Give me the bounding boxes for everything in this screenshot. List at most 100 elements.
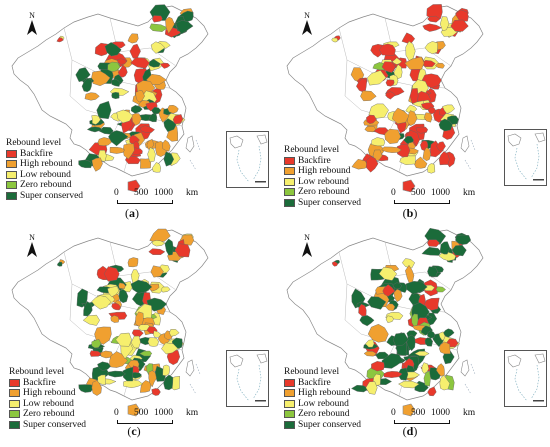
legend-item-zero-rebound: Zero rebound [6,180,83,191]
inset-boundary [236,145,262,183]
prefecture-region [385,303,396,311]
prefecture-region [131,329,144,338]
prefecture-region [439,341,451,355]
maritime-boundary [189,363,201,395]
prefecture-region [108,130,129,147]
scale-unit: km [463,188,476,198]
panel-caption: (c) [127,424,141,438]
prefecture-region [360,90,377,102]
prefecture-region [378,43,396,56]
legend-item-backfire: Backfire [284,378,361,389]
south-china-sea-inset [504,350,547,407]
prefecture-region [415,126,429,134]
hainan-island [127,179,141,193]
north-label: N [304,11,310,20]
prefecture-region [151,388,161,396]
prefecture-region [435,286,446,293]
maritime-boundary [464,363,476,395]
legend: Rebound level Backfire High rebound Low … [284,367,361,430]
prefecture-region [438,252,457,262]
legend-item-backfire: Backfire [6,149,83,160]
prefecture-region [450,19,469,32]
prefecture-region [438,151,450,166]
prefecture-region [331,37,338,43]
legend-swatch [284,399,295,408]
prefecture-region [163,374,174,391]
legend-item-low-rebound: Low rebound [6,170,83,181]
legend-swatch [9,399,20,408]
prefecture-region [427,15,441,23]
scale-tick: 500 [411,188,426,198]
prefecture-region [436,363,445,377]
prefecture-region [152,162,161,173]
prefecture-region [139,380,152,393]
prefecture-region [385,79,395,87]
prefecture-region [91,157,103,172]
scale-line [394,420,450,424]
scale-tick: 500 [411,408,426,418]
legend-title: Rebound level [284,367,340,377]
prefecture-region [427,163,436,174]
prefecture-region [398,380,420,389]
prefecture-region [91,295,112,310]
prefecture-region [424,41,438,55]
prefecture-region [97,361,111,371]
legend-item-super-conserved: Super conserved [6,191,83,202]
scale-tick: 0 [391,408,396,418]
prefecture-region [110,315,120,323]
legend: Rebound level Backfire High rebound Low … [6,138,83,201]
prefecture-region [367,70,387,86]
prefecture-region [451,245,467,257]
prefecture-region [439,374,451,391]
inset-scale [533,179,544,181]
legend-swatch [284,188,295,197]
prefecture-region [401,258,416,269]
inset-coastline [229,134,268,149]
prefecture-region [118,288,129,304]
legend-swatch [284,378,295,387]
prefecture-region [367,323,389,343]
hainan-island [402,179,416,193]
south-china-sea-inset [504,129,547,186]
south-china-sea-inset [226,350,269,407]
prefecture-region [160,286,171,293]
inset-coastline [229,353,268,368]
prefecture-region [381,353,404,369]
scale-tick: 0 [114,408,119,418]
prefecture-region [382,284,396,297]
legend-swatch [284,410,295,419]
legend-title: Rebound level [9,367,65,377]
prefecture-region [351,158,368,170]
map-canvas-d [286,227,484,417]
prefecture-region [427,386,437,397]
prefecture-region [148,248,166,255]
prefecture-region [368,103,389,119]
legend-item-high-rebound: High rebound [9,388,86,399]
prefecture-region [422,147,432,162]
prefecture-region [359,315,375,327]
prefecture-region [422,23,442,32]
prefecture-region [78,159,92,169]
legend-swatch [6,160,17,169]
maritime-boundary [464,139,476,171]
prefecture-region [116,58,127,65]
prefecture-region [427,239,440,247]
map-canvas-b [286,4,484,193]
prefecture-region [99,350,114,359]
scale-tick: 500 [134,408,149,418]
prefecture-region [96,100,112,120]
prefecture-region [130,57,150,69]
prefecture-region [127,33,139,44]
prefecture-region [91,339,102,349]
prefecture-region [393,64,403,80]
scale-unit: km [186,408,199,418]
prefecture-region [384,128,401,144]
inset-map [229,353,268,402]
legend-item-super-conserved: Super conserved [284,420,361,431]
scale-tick: 500 [134,188,149,198]
prefecture-region [163,151,175,167]
prefecture-region [405,104,418,114]
prefecture-region [371,137,386,147]
prefecture-region [139,350,153,357]
legend-item-super-conserved: Super conserved [9,420,86,431]
